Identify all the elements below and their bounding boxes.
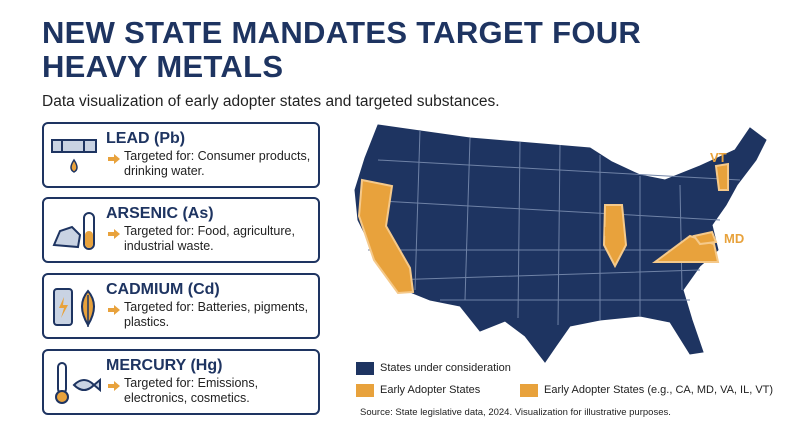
metal-name: LEAD (Pb) (106, 130, 186, 147)
battery-icon (53, 288, 95, 327)
legend-swatch (356, 384, 374, 397)
legend-label: States under consideration (380, 362, 511, 374)
legend-label: Early Adopter States (e.g., CA, MD, VA, … (544, 384, 774, 396)
metal-card: MERCURY (Hg) Targeted for: Emissions, el… (42, 349, 320, 415)
metal-description: Targeted for: Batteries, pigments, plast… (124, 300, 309, 329)
arrow-icon (108, 305, 120, 315)
metal-card: CADMIUM (Cd) Targeted for: Batteries, pi… (42, 273, 320, 339)
metal-description: Targeted for: Emissions, electronics, co… (124, 376, 259, 405)
arrow-icon (108, 154, 120, 164)
arrow-icon (108, 381, 120, 391)
state-label: MD (724, 231, 745, 246)
rock-icon (52, 212, 95, 250)
legend-label: Early Adopter States (380, 384, 481, 396)
states-outline (354, 124, 767, 363)
subtitle: Data visualization of early adopter stat… (42, 93, 500, 110)
state-label: CA (374, 241, 393, 256)
highlight-state (692, 230, 718, 246)
metal-card: ARSENIC (As) Targeted for: Food, agricul… (42, 197, 320, 263)
metal-description: Targeted for: Food, agriculture, industr… (124, 224, 295, 253)
arrow-icon (108, 229, 120, 239)
state-label: VA (688, 243, 706, 258)
metal-description: Targeted for: Consumer products, drinkin… (124, 149, 311, 178)
state-label: IL (604, 224, 616, 239)
metal-card: LEAD (Pb) Targeted for: Consumer product… (42, 122, 320, 188)
legend-swatch (520, 384, 538, 397)
title: NEW STATE MANDATES TARGET FOUR HEAVY MET… (42, 15, 642, 84)
source-note: Source: State legislative data, 2024. Vi… (360, 407, 671, 418)
metal-name: CADMIUM (Cd) (106, 281, 220, 298)
state-label: VT (710, 150, 727, 165)
metal-name: MERCURY (Hg) (106, 357, 223, 374)
highlight-state (602, 204, 628, 269)
legend-swatch (356, 362, 374, 375)
highlight-state (357, 178, 415, 295)
state-borders (361, 129, 741, 326)
thermometer-fish-icon (55, 362, 101, 404)
highlight-state (714, 162, 729, 191)
metal-name: ARSENIC (As) (106, 205, 214, 222)
pipe-icon (51, 139, 97, 173)
